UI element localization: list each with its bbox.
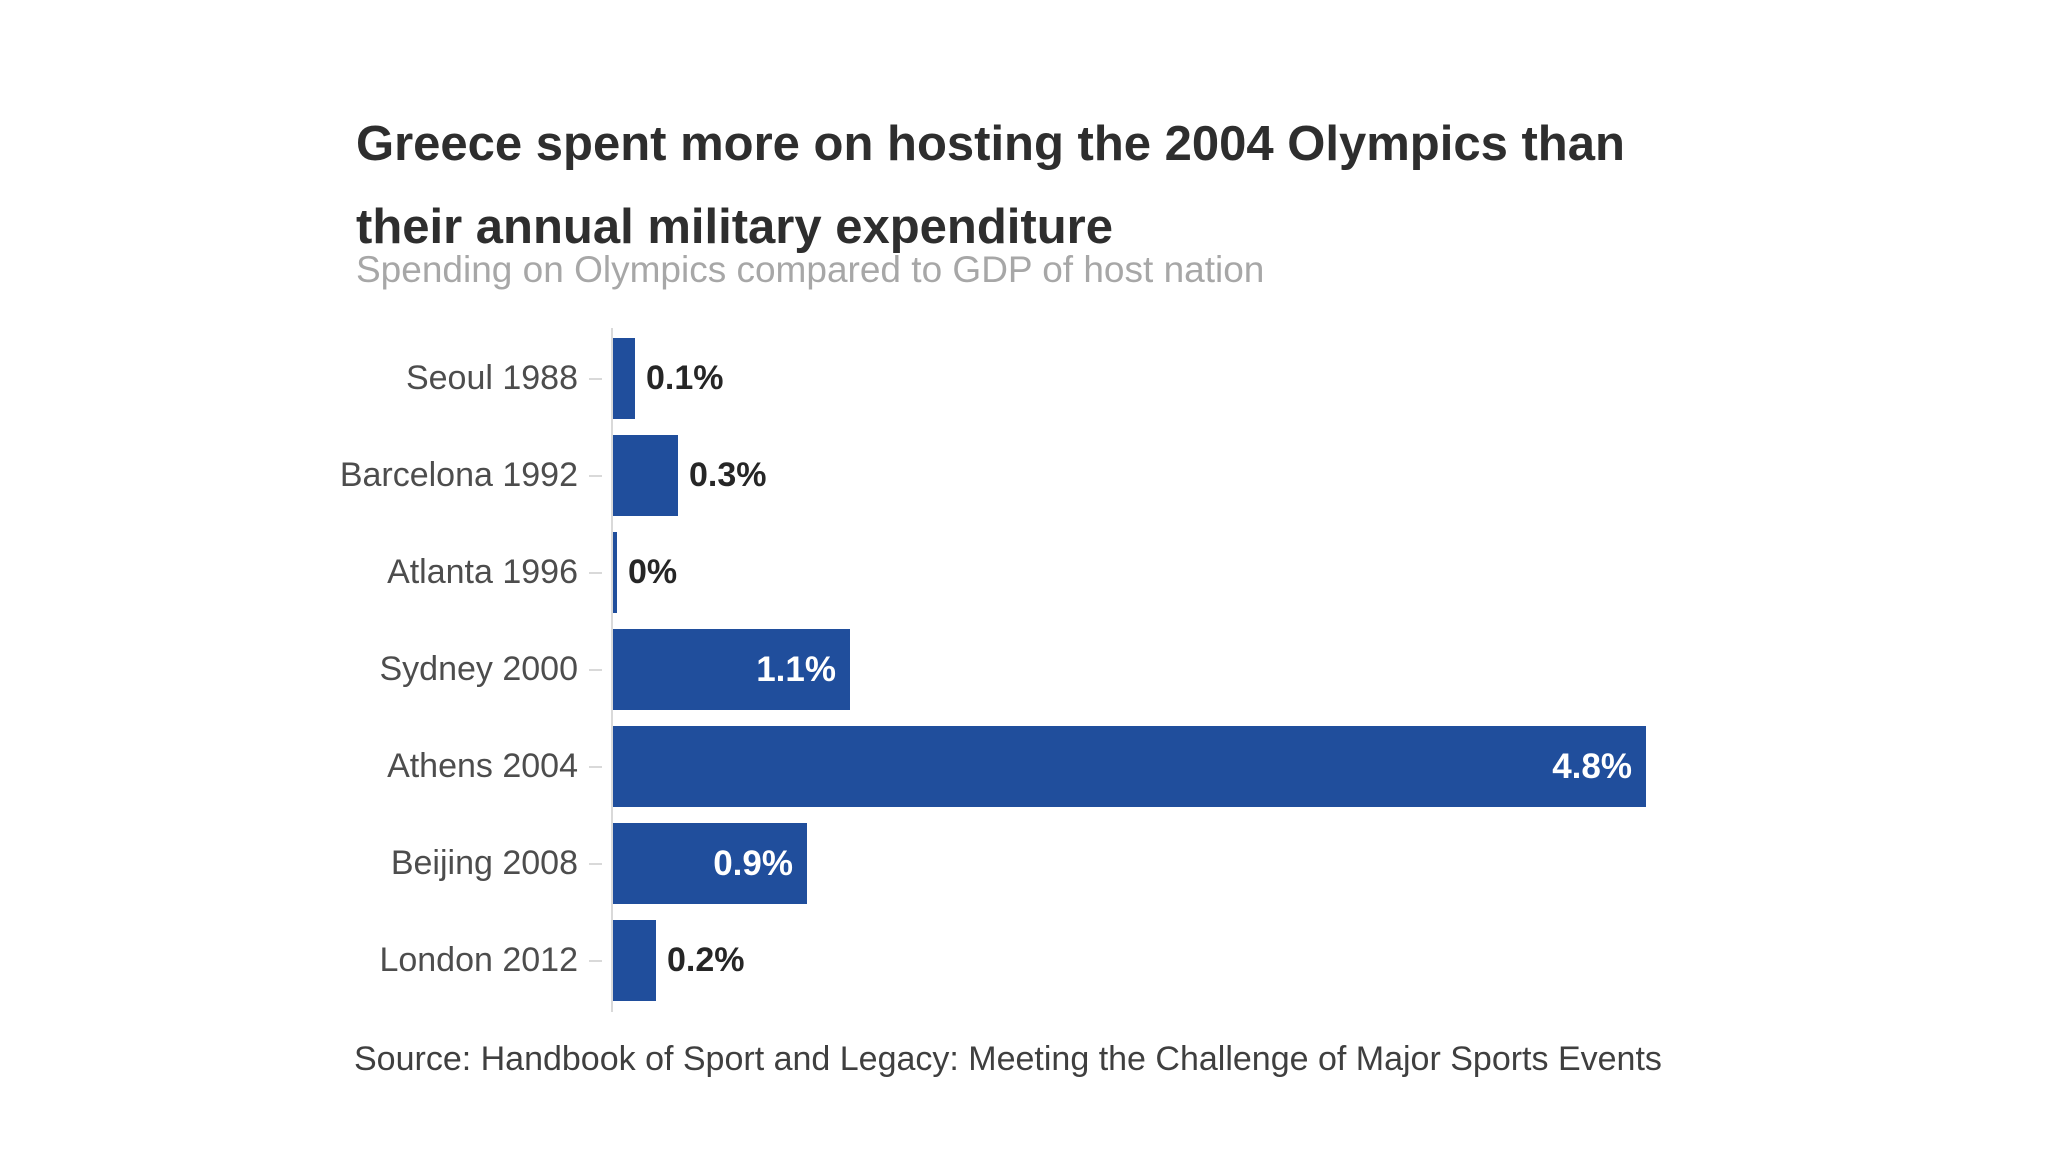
bar-row: London 2012 0.2% bbox=[0, 912, 2048, 1009]
category-label: Atlanta 1996 bbox=[387, 553, 578, 591]
bar-row: Barcelona 1992 0.3% bbox=[0, 427, 2048, 524]
bar: 0.9% bbox=[613, 823, 807, 904]
bar bbox=[613, 920, 656, 1001]
tick-mark bbox=[589, 475, 602, 477]
tick-mark bbox=[589, 378, 602, 380]
y-axis-line bbox=[611, 328, 613, 1012]
chart-subtitle: Spending on Olympics compared to GDP of … bbox=[356, 249, 1265, 290]
value-label-inside: 0.9% bbox=[713, 844, 793, 883]
bar-row: Seoul 1988 0.1% bbox=[0, 330, 2048, 427]
category-label: Beijing 2008 bbox=[390, 844, 578, 882]
category-label: Seoul 1988 bbox=[405, 359, 578, 397]
bar bbox=[613, 338, 635, 419]
tick-mark bbox=[589, 669, 602, 671]
bar-chart: Seoul 1988 0.1% Barcelona 1992 0.3% Atla… bbox=[0, 328, 2048, 1020]
bar-row: Sydney 2000 1.1% bbox=[0, 621, 2048, 718]
tick-mark bbox=[589, 766, 602, 768]
bar bbox=[613, 435, 678, 516]
value-label-outside: 0% bbox=[628, 553, 678, 591]
value-label-outside: 0.3% bbox=[689, 456, 767, 494]
value-label-inside: 4.8% bbox=[1552, 747, 1632, 786]
bar-row: Athens 2004 4.8% bbox=[0, 718, 2048, 815]
category-label: London 2012 bbox=[379, 941, 578, 979]
chart-title-line2: their annual military expenditure bbox=[356, 199, 1113, 254]
bar-row: Atlanta 1996 0% bbox=[0, 524, 2048, 621]
chart-title-line1: Greece spent more on hosting the 2004 Ol… bbox=[356, 116, 1625, 171]
category-label: Barcelona 1992 bbox=[339, 456, 578, 494]
value-label-inside: 1.1% bbox=[756, 650, 836, 689]
category-label: Athens 2004 bbox=[387, 747, 578, 785]
bar bbox=[613, 532, 617, 613]
value-label-outside: 0.1% bbox=[646, 359, 724, 397]
chart-title: Greece spent more on hosting the 2004 Ol… bbox=[356, 103, 1625, 269]
bar: 1.1% bbox=[613, 629, 850, 710]
tick-mark bbox=[589, 863, 602, 865]
source-note: Source: Handbook of Sport and Legacy: Me… bbox=[354, 1040, 1662, 1078]
tick-mark bbox=[589, 960, 602, 962]
bar-row: Beijing 2008 0.9% bbox=[0, 815, 2048, 912]
tick-mark bbox=[589, 572, 602, 574]
bar: 4.8% bbox=[613, 726, 1646, 807]
value-label-outside: 0.2% bbox=[667, 941, 745, 979]
category-label: Sydney 2000 bbox=[379, 650, 579, 688]
